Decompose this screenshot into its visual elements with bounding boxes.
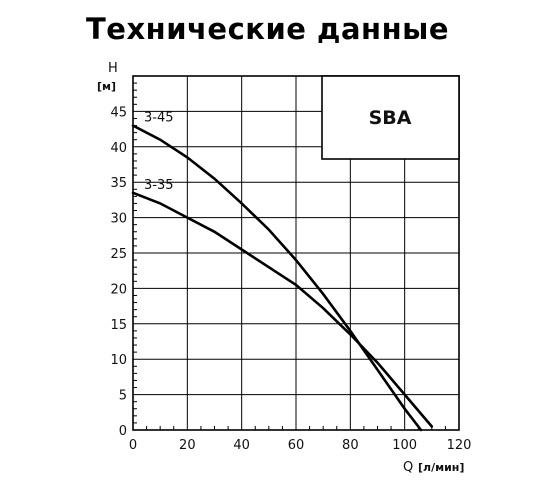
y-tick-label: 45	[110, 105, 127, 120]
y-tick-label: 25	[110, 247, 127, 262]
x-tick-labels: 0 20 40 60 80 100 120	[129, 438, 472, 453]
plot-frame	[132, 75, 460, 431]
series-group: 3-45 3-35	[131, 111, 434, 432]
x-tick-label: 40	[233, 438, 250, 453]
x-tick-label: 100	[392, 438, 417, 453]
y-tick-label: 30	[110, 212, 127, 227]
model-label: SBA	[369, 107, 412, 129]
series-line-3-35	[131, 191, 434, 428]
y-tick-label: 0	[119, 424, 127, 439]
y-axis-label: H	[108, 61, 118, 76]
y-tick-label: 15	[110, 318, 127, 333]
model-box	[321, 75, 460, 160]
y-tick-label: 35	[110, 176, 127, 191]
x-tick-label: 20	[179, 438, 196, 453]
x-tick-label: 60	[288, 438, 305, 453]
x-tick-label: 80	[342, 438, 359, 453]
y-tick-label: 5	[119, 389, 127, 404]
y-axis-unit: [м]	[97, 80, 116, 93]
x-axis-unit: [л/мин]	[418, 461, 464, 474]
x-axis-label: Q	[403, 460, 413, 475]
y-tick-label: 20	[110, 282, 127, 297]
y-tick-label: 40	[110, 141, 127, 156]
y-tick-label: 10	[110, 353, 127, 368]
x-tick-label: 120	[447, 438, 472, 453]
page-title: Технические данные	[86, 12, 450, 46]
y-tick-labels: 0 5 10 15 20 25 30 35 40 45	[110, 105, 127, 439]
series-label-3-35: 3-35	[144, 178, 174, 193]
x-tick-label: 0	[129, 438, 137, 453]
series-line-3-45	[131, 124, 423, 432]
series-label-3-45: 3-45	[144, 111, 174, 126]
